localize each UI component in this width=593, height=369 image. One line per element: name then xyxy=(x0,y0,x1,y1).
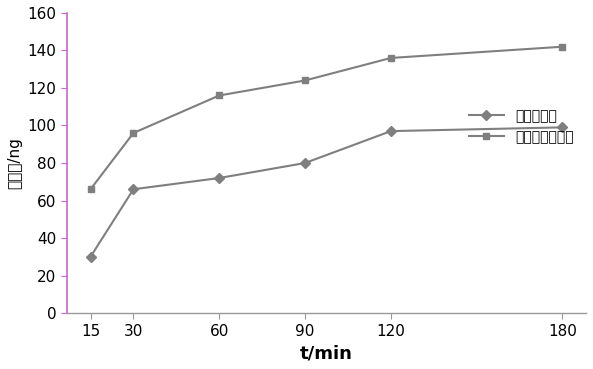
猴头菇多糖 xyxy=(216,176,223,180)
Legend: 猴头菇多糖, 纳米猴头菇多糖: 猴头菇多糖, 纳米猴头菇多糖 xyxy=(464,104,579,150)
纳米猴头菇多糖 xyxy=(301,78,308,83)
X-axis label: t/min: t/min xyxy=(300,344,353,362)
猴头菇多糖 xyxy=(87,255,94,259)
猴头菇多糖 xyxy=(387,129,394,133)
猴头菇多糖 xyxy=(559,125,566,130)
纳米猴头菇多糖 xyxy=(87,187,94,192)
Line: 纳米猴头菇多糖: 纳米猴头菇多糖 xyxy=(87,43,566,193)
Y-axis label: 转运量/ng: 转运量/ng xyxy=(7,137,22,189)
猴头菇多糖 xyxy=(301,161,308,165)
纳米猴头菇多糖 xyxy=(387,56,394,60)
纳米猴头菇多糖 xyxy=(559,45,566,49)
猴头菇多糖 xyxy=(130,187,137,192)
Line: 猴头菇多糖: 猴头菇多糖 xyxy=(87,124,566,260)
纳米猴头菇多糖 xyxy=(130,131,137,135)
纳米猴头菇多糖 xyxy=(216,93,223,98)
